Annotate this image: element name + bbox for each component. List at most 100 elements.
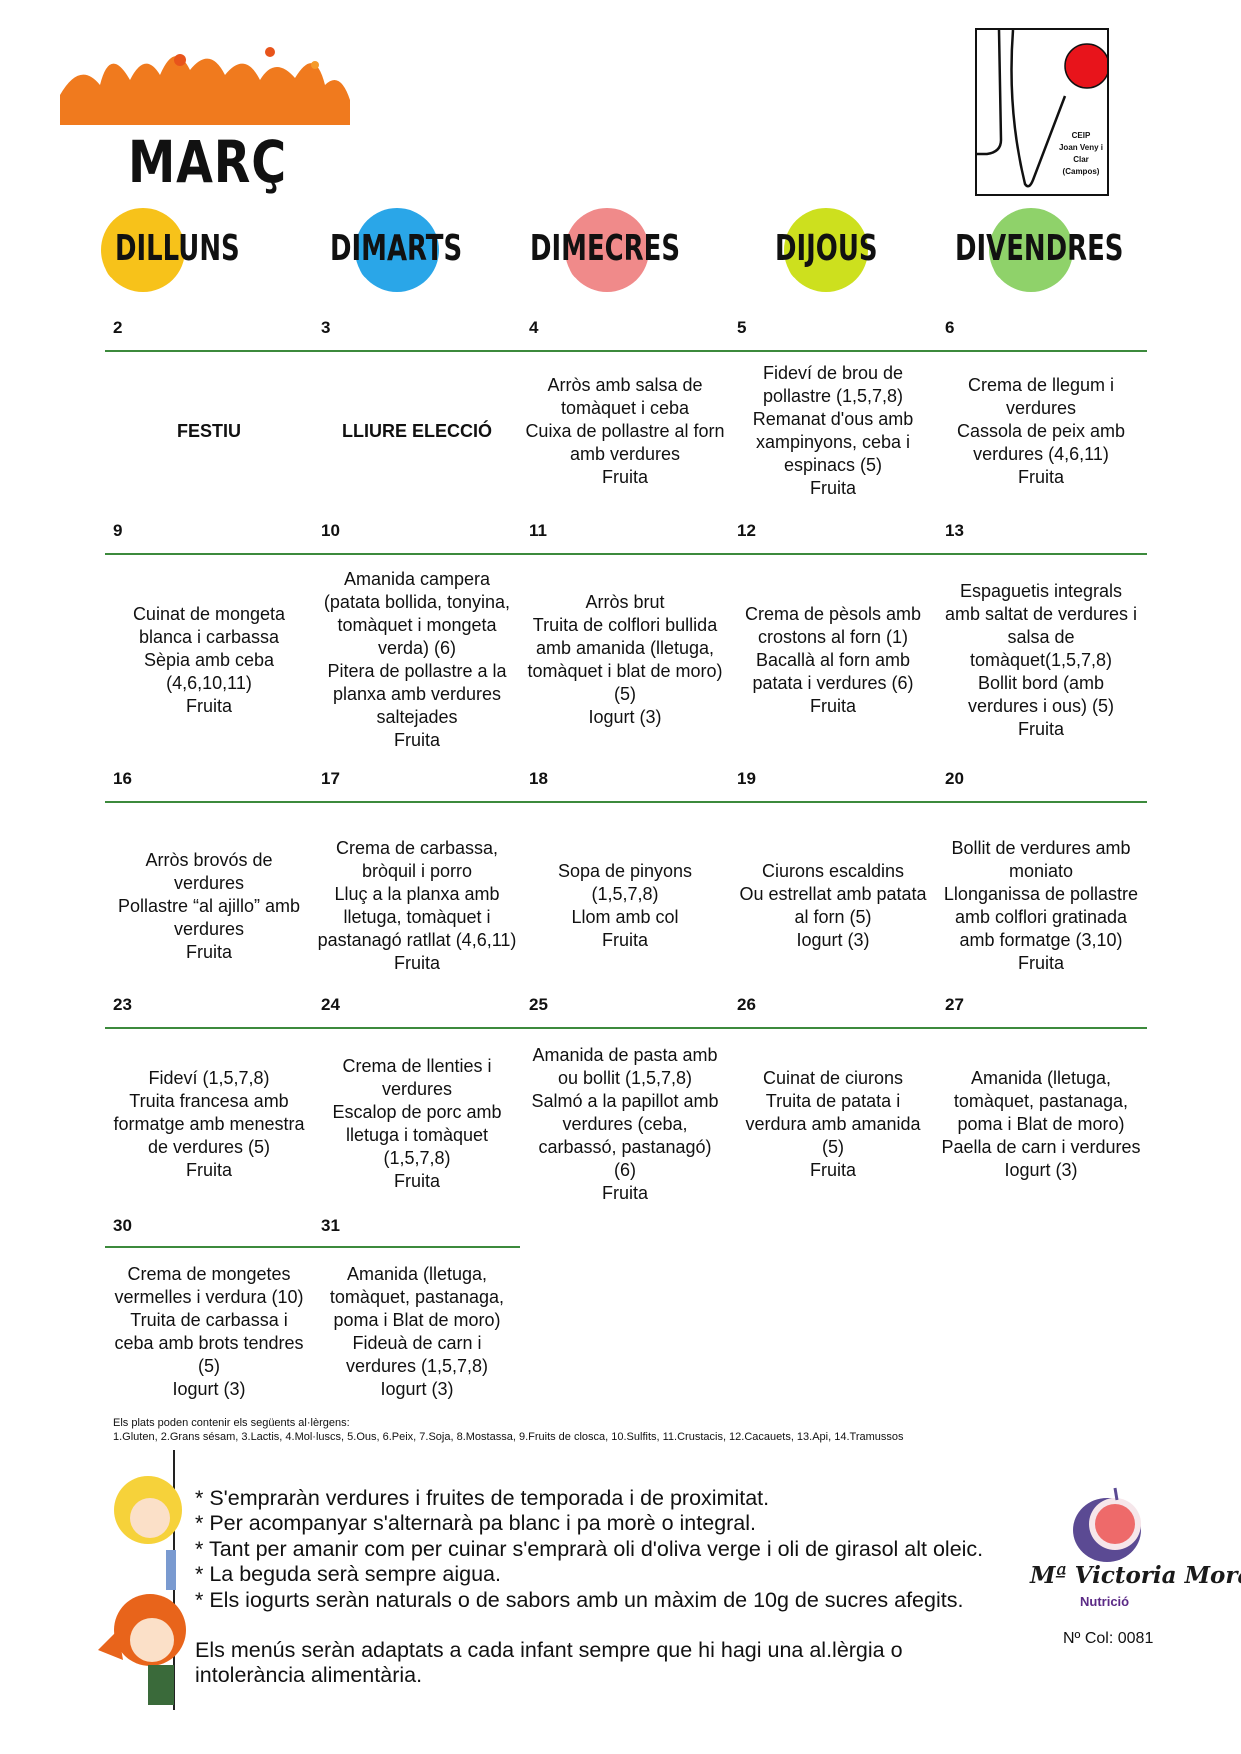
school-logo-text: Clar	[1073, 155, 1089, 164]
menu-dishes: Crema de pèsols amb crostons al forn (1)…	[733, 603, 933, 718]
menu-dish: Remanat d'ous amb xampinyons, ceba i esp…	[752, 409, 914, 475]
menu-dish: Iogurt (3)	[796, 930, 870, 950]
day-paint-splash	[101, 208, 185, 292]
menu-dishes: Bollit de verdures amb moniato Llonganiss…	[941, 837, 1141, 975]
menu-dish: Iogurt (3)	[172, 1379, 246, 1399]
menu-cell: Amanida campera (patata bollida, tonyina…	[317, 560, 517, 760]
menu-dish: Fruita	[1017, 953, 1064, 973]
day-date: 20	[945, 769, 964, 788]
nutritionist-subtitle: Nutrició	[1080, 1594, 1130, 1609]
school-logo: CEIP Joan Veny i Clar (Campos)	[975, 28, 1109, 196]
menu-dish: Amanida de pasta amb ou bollit (1,5,7,8)	[532, 1044, 718, 1088]
day-date: 24	[321, 995, 340, 1014]
day-date: 13	[945, 521, 964, 540]
menu-cell: Crema de llegum i verdures Cassola de pei…	[941, 356, 1141, 506]
menu-dish: Fruita	[601, 930, 648, 950]
menu-dish: Cuinat de mongeta blanca i carbassa	[132, 603, 286, 647]
menu-dish: Arròs brovós de verdures	[145, 849, 273, 893]
menu-cell: Arròs amb salsa de tomàquet i ceba Cuixa …	[525, 356, 725, 506]
week-divider	[105, 801, 1147, 803]
day-date: 17	[321, 769, 340, 788]
menu-dish: Cassola de peix amb verdures (4,6,11)	[956, 420, 1126, 464]
menu-dish: Arròs amb salsa de tomàquet i ceba	[547, 374, 703, 418]
menu-dish: FESTIU	[176, 420, 241, 441]
note-item: * Per acompanyar s'alternarà pa blanc i …	[195, 1511, 757, 1536]
menu-dish: Lluç a la planxa amb lletuga, tomàquet i…	[317, 884, 517, 950]
menu-dish: Ou estrellat amb patata al forn (5)	[739, 884, 927, 927]
day-date: 18	[529, 769, 548, 788]
day-header-0: DILLUNS	[115, 228, 240, 269]
day-date: 10	[321, 521, 340, 540]
menu-dish: LLIURE ELECCIÓ	[341, 420, 492, 441]
nutritionist-name: Mª Victoria Mora	[1030, 1562, 1241, 1589]
day-header-1: DIMARTS	[330, 228, 463, 269]
menu-dish: Fruita	[1017, 718, 1064, 739]
menu-dish: Amanida (lletuga, tomàquet, pastanaga, p…	[953, 1067, 1129, 1134]
menu-dish: Llom amb col	[571, 907, 679, 927]
day-date: 25	[529, 995, 548, 1014]
menu-dish: Sèpia amb ceba (4,6,10,11)	[143, 649, 275, 693]
menu-dish: Crema de llenties i verdures	[342, 1056, 492, 1099]
menu-dishes: Cuinat de ciurons Truita de patata i verd…	[733, 1067, 933, 1182]
menu-dish: Paella de carn i verdures	[941, 1136, 1141, 1157]
day-date: 27	[945, 995, 964, 1014]
menu-cell: Bollit de verdures amb moniato Llonganiss…	[941, 808, 1141, 1004]
menu-dish: Ciurons escaldins	[761, 861, 905, 881]
menu-cell: LLIURE ELECCIÓ	[317, 356, 517, 506]
menu-dishes: Sopa de pinyons (1,5,7,8) Llom amb col Fru…	[525, 860, 725, 952]
menu-dish: Arròs brut	[585, 592, 665, 612]
menu-dishes: Crema de llenties i verdures Escalop de p…	[317, 1055, 517, 1193]
menu-dishes: Cuinat de mongeta blanca i carbassa Sèpia…	[109, 603, 309, 718]
menu-dishes: Amanida campera (patata bollida, tonyina…	[317, 568, 517, 752]
menu-dish: Cuixa de pollastre al forn amb verdures	[525, 420, 725, 464]
menu-cell: Amanida (lletuga, tomàquet, pastanaga, p…	[317, 1252, 517, 1412]
menu-dish: Escalop de porc amb lletuga i tomàquet (…	[332, 1102, 502, 1168]
menu-cell: Amanida (lletuga, tomàquet, pastanaga, p…	[941, 1034, 1141, 1214]
menu-dish: Sopa de pinyons (1,5,7,8)	[557, 861, 693, 904]
menu-dish: Pitera de pollastre a la planxa amb verd…	[327, 661, 507, 727]
day-paint-splash	[989, 208, 1073, 292]
menu-cell: Arròs brovós de verdures Pollastre “al aj…	[109, 808, 309, 1004]
menu-dishes: Arròs brovós de verdures Pollastre “al aj…	[109, 849, 309, 964]
menu-cell: Crema de llenties i verdures Escalop de p…	[317, 1034, 517, 1214]
menu-dish: Llonganissa de pollastre amb colflori gr…	[943, 884, 1139, 950]
menu-dish: Fruita	[185, 695, 232, 716]
menu-cell: Crema de pèsols amb crostons al forn (1)…	[733, 560, 933, 760]
menu-cell: Amanida de pasta amb ou bollit (1,5,7,8)…	[525, 1034, 725, 1214]
day-header-2: DIMECRES	[530, 228, 681, 269]
day-paint-splash	[355, 208, 439, 292]
menu-dish: Crema de pèsols amb crostons al forn (1)	[744, 603, 922, 647]
allergens-list: 1.Gluten, 2.Grans sésam, 3.Lactis, 4.Mol…	[113, 1431, 904, 1443]
menu-dishes: Amanida (lletuga, tomàquet, pastanaga, p…	[941, 1067, 1141, 1182]
menu-dish: Truita de carbassa i ceba amb brots tend…	[114, 1310, 304, 1376]
menu-dish: Truita de colflori bullida amb amanida (…	[527, 615, 723, 704]
day-header-4: DIVENDRES	[955, 228, 1124, 269]
day-date: 16	[113, 769, 132, 788]
menu-dish: Fideví (1,5,7,8)	[148, 1067, 270, 1088]
menu-dish: Fruita	[809, 1159, 856, 1180]
menu-dish: Truita francesa amb formatge amb menestr…	[113, 1090, 305, 1157]
school-logo-text: CEIP	[1071, 131, 1091, 140]
menu-dish: Fideuà de carn i verdures (1,5,7,8)	[345, 1333, 489, 1376]
menu-dish: Fideví de brou de pollastre (1,5,7,8)	[762, 363, 904, 406]
menu-dish: Crema de carbassa, bròquil i porro	[335, 838, 499, 881]
menu-dish: Bollit bord (amb verdures i ous) (5)	[967, 672, 1115, 716]
menu-dish: Iogurt (3)	[380, 1379, 454, 1399]
week-divider	[105, 553, 1147, 555]
menu-dishes: Crema de mongetes vermelles i verdura (1…	[109, 1263, 309, 1401]
school-logo-text: Joan Veny i	[1058, 143, 1104, 152]
menu-dish: Bacallà al forn amb patata i verdures (6…	[752, 649, 914, 693]
menu-dish: Iogurt (3)	[588, 707, 662, 727]
day-date: 12	[737, 521, 756, 540]
menu-dish: Crema de llegum i verdures	[967, 374, 1115, 418]
menu-dish: Truita de patata i verdura amb amanida (…	[745, 1090, 921, 1157]
day-header-3: DIJOUS	[775, 228, 878, 269]
menu-dishes: Arròs brut Truita de colflori bullida amb…	[525, 591, 725, 729]
menu-cell: Espaguetis integrals amb saltat de verdu…	[941, 560, 1141, 760]
menu-cell: Ciurons escaldins Ou estrellat amb patata…	[733, 808, 933, 1004]
menu-cell: Fideví (1,5,7,8) Truita francesa amb form…	[109, 1034, 309, 1214]
menu-dishes: LLIURE ELECCIÓ	[342, 420, 492, 443]
menu-dish: Iogurt (3)	[1004, 1159, 1078, 1180]
day-date: 23	[113, 995, 132, 1014]
day-date: 19	[737, 769, 756, 788]
